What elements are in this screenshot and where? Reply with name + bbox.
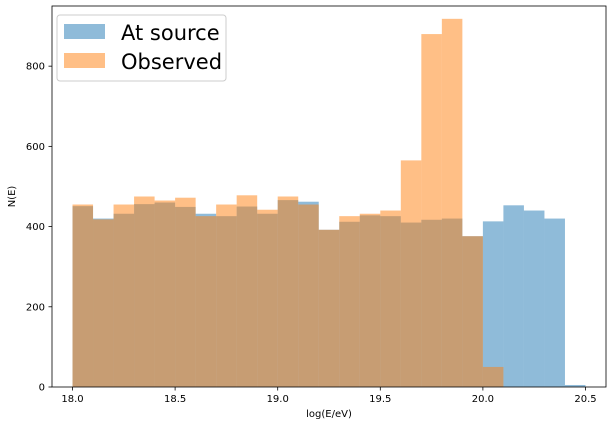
x-tick-label: 20.5: [574, 394, 596, 405]
histogram-bar: [380, 210, 401, 387]
histogram-bar: [523, 210, 545, 387]
observed-bars: [72, 18, 504, 388]
histogram-bar: [503, 205, 524, 387]
histogram-bar: [93, 219, 114, 387]
y-axis-label: N(E): [7, 186, 18, 208]
legend-label-at-source: At source: [121, 21, 220, 45]
histogram-bar: [421, 34, 442, 388]
histogram-bar: [277, 196, 299, 387]
histogram-bar: [175, 197, 196, 387]
histogram-bar: [195, 216, 217, 387]
legend-swatch-at-source: [64, 24, 105, 39]
y-tick-label: 0: [39, 383, 45, 394]
y-axis-ticks: 0 200 400 600 800: [26, 62, 52, 394]
histogram-bar: [482, 221, 504, 387]
histogram-bar: [482, 366, 504, 387]
histogram-bar: [72, 204, 94, 387]
plot-frame: [51, 5, 607, 388]
x-axis-ticks: 18.0 18.5 19.0 19.5 20.0 20.5: [61, 387, 597, 405]
y-tick-label: 200: [26, 302, 45, 313]
histogram-bar: [544, 218, 565, 387]
legend-label-observed: Observed: [121, 50, 222, 74]
y-tick-label: 400: [26, 222, 45, 233]
histogram-bar: [257, 209, 278, 387]
histogram-bar: [236, 195, 258, 387]
y-tick-label: 800: [26, 62, 45, 73]
x-axis-label: log(E/eV): [306, 409, 352, 420]
histogram-bar: [359, 213, 381, 387]
histogram-bar: [216, 204, 237, 387]
x-tick-label: 18.5: [164, 394, 186, 405]
x-tick-label: 20.0: [472, 394, 494, 405]
y-tick-label: 600: [26, 142, 45, 153]
histogram-bar: [441, 18, 463, 388]
x-tick-label: 19.0: [267, 394, 289, 405]
histogram-bar: [154, 200, 176, 387]
histogram-bar: [462, 236, 483, 387]
x-tick-label: 18.0: [61, 394, 83, 405]
histogram-bar: [339, 216, 360, 387]
histogram-bar: [318, 229, 340, 387]
histogram-bar: [564, 384, 586, 387]
histogram-bar: [134, 196, 155, 387]
x-tick-label: 19.5: [369, 394, 391, 405]
legend-swatch-observed: [64, 53, 105, 68]
legend: At source Observed: [56, 14, 227, 82]
histogram-bar: [400, 160, 422, 387]
histogram-bar: [298, 204, 319, 387]
histogram-bar: [113, 204, 135, 387]
